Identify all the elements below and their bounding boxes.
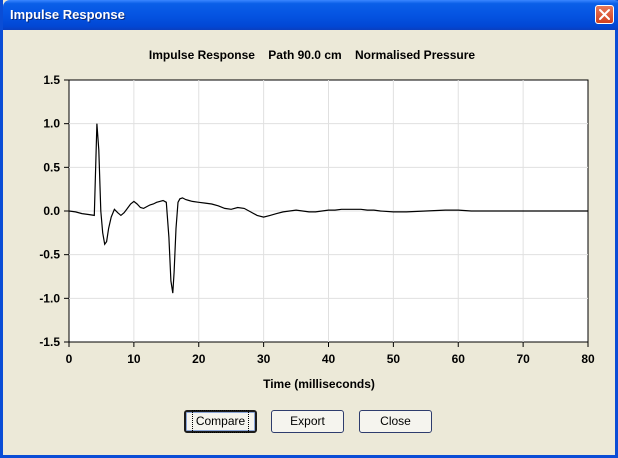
- y-axis: 1.5 1.0 0.5 0.0 -0.5 -1.0 -1.5: [39, 73, 69, 349]
- export-button-label: Export: [290, 414, 325, 428]
- compare-button[interactable]: Compare: [184, 410, 257, 433]
- y-tick-label: -1.0: [39, 291, 60, 305]
- grid-lines: [69, 80, 588, 342]
- x-tick-label: 40: [322, 352, 336, 366]
- x-tick-label: 20: [192, 352, 206, 366]
- x-axis-label: Time (milliseconds): [263, 377, 375, 391]
- title-bar[interactable]: Impulse Response: [3, 0, 618, 30]
- x-axis: 0 10 20 30 40 50 60 70 80: [66, 342, 595, 366]
- x-tick-label: 50: [387, 352, 401, 366]
- window-close-button[interactable]: [595, 5, 614, 24]
- y-tick-label: 0.5: [43, 160, 60, 174]
- compare-button-label: Compare: [191, 410, 250, 433]
- impulse-response-series-line: [68, 123, 588, 294]
- close-icon: [599, 9, 610, 20]
- x-tick-label: 80: [581, 352, 595, 366]
- x-tick-label: 0: [66, 352, 73, 366]
- impulse-response-chart: Impulse Response Path 90.0 cm Normalised…: [39, 48, 595, 391]
- y-tick-label: 1.5: [43, 73, 60, 87]
- x-tick-label: 60: [452, 352, 466, 366]
- y-tick-label: -0.5: [39, 248, 60, 262]
- close-button[interactable]: Close: [359, 410, 432, 433]
- export-button[interactable]: Export: [271, 410, 344, 433]
- window-title: Impulse Response: [10, 7, 125, 22]
- y-tick-label: 0.0: [43, 204, 60, 218]
- y-tick-label: -1.5: [39, 335, 60, 349]
- chart-title: Impulse Response Path 90.0 cm Normalised…: [149, 48, 475, 62]
- close-button-label: Close: [380, 414, 411, 428]
- x-tick-label: 30: [257, 352, 271, 366]
- x-tick-label: 70: [516, 352, 530, 366]
- y-tick-label: 1.0: [43, 117, 60, 131]
- x-tick-label: 10: [127, 352, 141, 366]
